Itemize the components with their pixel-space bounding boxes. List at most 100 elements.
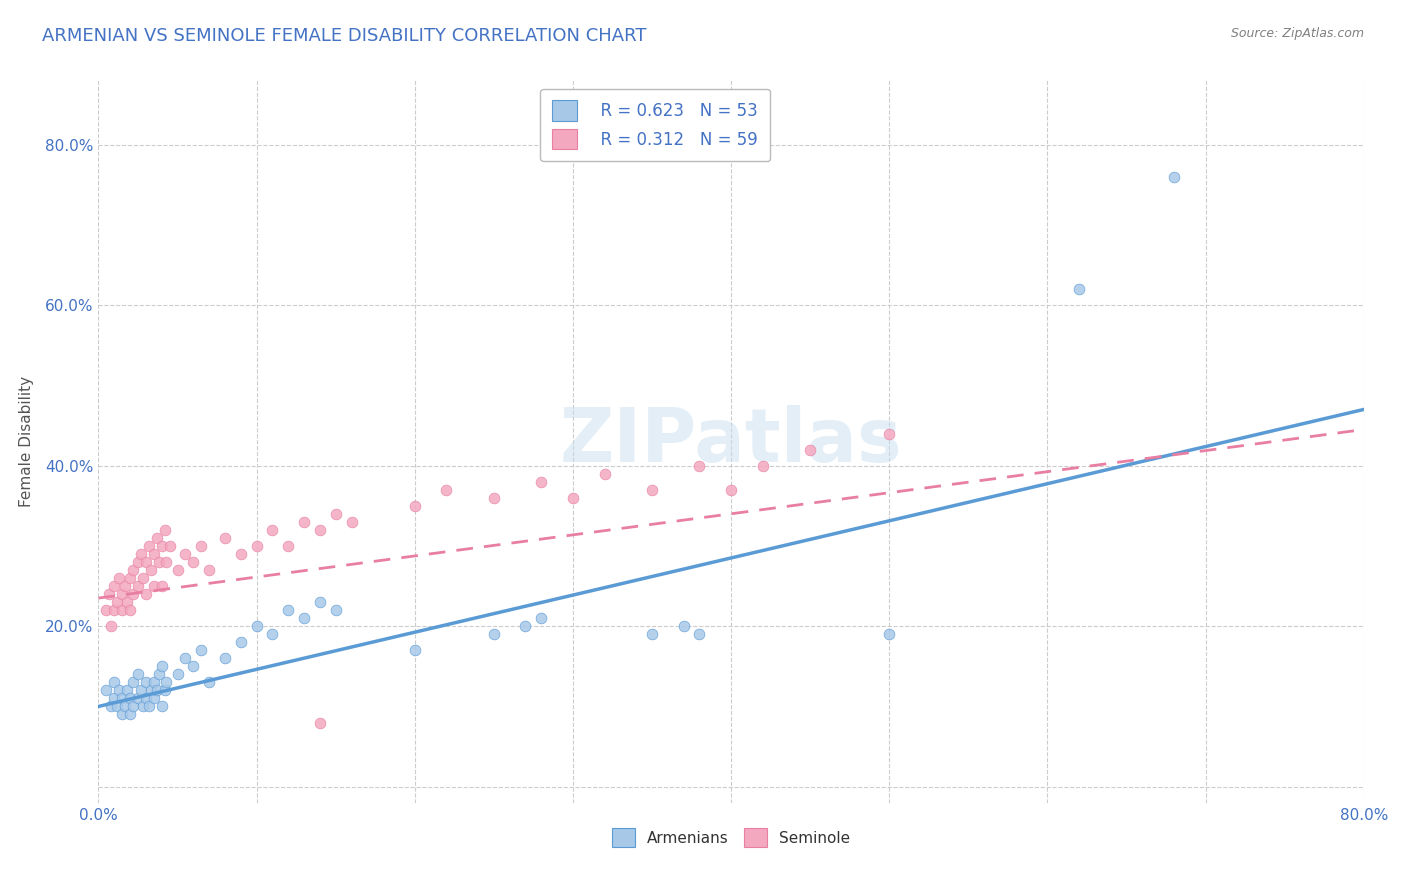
Point xyxy=(146,683,169,698)
Point xyxy=(111,587,134,601)
Point xyxy=(115,595,138,609)
Point xyxy=(340,515,363,529)
Point xyxy=(246,619,269,633)
Point xyxy=(129,683,152,698)
Point xyxy=(672,619,695,633)
Point xyxy=(190,539,212,553)
Point xyxy=(108,683,131,698)
Point xyxy=(103,579,125,593)
Point xyxy=(96,683,118,698)
Point xyxy=(262,627,284,641)
Point xyxy=(198,563,221,577)
Point xyxy=(142,547,165,561)
Point xyxy=(100,619,122,633)
Point xyxy=(142,691,165,706)
Point xyxy=(799,442,821,457)
Point xyxy=(292,611,315,625)
Point xyxy=(139,563,162,577)
Point xyxy=(100,699,122,714)
Point xyxy=(122,699,145,714)
Point xyxy=(146,531,169,545)
Y-axis label: Female Disability: Female Disability xyxy=(18,376,34,508)
Point xyxy=(135,587,157,601)
Point xyxy=(1163,169,1185,184)
Point xyxy=(159,539,181,553)
Point xyxy=(404,499,426,513)
Point xyxy=(688,627,710,641)
Point xyxy=(166,563,188,577)
Point xyxy=(277,539,299,553)
Text: ARMENIAN VS SEMINOLE FEMALE DISABILITY CORRELATION CHART: ARMENIAN VS SEMINOLE FEMALE DISABILITY C… xyxy=(42,27,647,45)
Point xyxy=(404,643,426,657)
Point xyxy=(214,651,236,665)
Point xyxy=(155,675,177,690)
Point xyxy=(135,555,157,569)
Point xyxy=(641,483,664,497)
Point xyxy=(111,691,134,706)
Point xyxy=(688,458,710,473)
Point xyxy=(120,707,141,722)
Point xyxy=(122,587,145,601)
Point xyxy=(561,491,585,505)
Point xyxy=(515,619,537,633)
Point xyxy=(153,523,176,537)
Point xyxy=(190,643,212,657)
Point xyxy=(877,426,900,441)
Point xyxy=(120,571,141,585)
Point xyxy=(198,675,221,690)
Point xyxy=(127,555,149,569)
Point xyxy=(150,699,173,714)
Point xyxy=(593,467,616,481)
Point xyxy=(132,571,155,585)
Point xyxy=(325,603,347,617)
Text: ZIPatlas: ZIPatlas xyxy=(560,405,903,478)
Point xyxy=(107,595,129,609)
Point xyxy=(107,699,129,714)
Text: Source: ZipAtlas.com: Source: ZipAtlas.com xyxy=(1230,27,1364,40)
Point xyxy=(138,539,160,553)
Point xyxy=(114,699,136,714)
Point xyxy=(720,483,742,497)
Point xyxy=(482,627,505,641)
Point xyxy=(1067,282,1090,296)
Point xyxy=(132,699,155,714)
Point xyxy=(214,531,236,545)
Point xyxy=(166,667,188,681)
Point xyxy=(135,675,157,690)
Point xyxy=(229,635,252,649)
Point xyxy=(127,579,149,593)
Point xyxy=(120,691,141,706)
Point xyxy=(127,667,149,681)
Point xyxy=(138,699,160,714)
Point xyxy=(482,491,505,505)
Point xyxy=(174,651,197,665)
Point xyxy=(530,611,553,625)
Point xyxy=(114,579,136,593)
Point xyxy=(142,675,165,690)
Point xyxy=(277,603,299,617)
Point xyxy=(153,683,176,698)
Point xyxy=(229,547,252,561)
Point xyxy=(174,547,197,561)
Point xyxy=(96,603,118,617)
Point xyxy=(150,579,173,593)
Point xyxy=(127,691,149,706)
Point xyxy=(325,507,347,521)
Point xyxy=(292,515,315,529)
Point xyxy=(135,691,157,706)
Point xyxy=(103,691,125,706)
Point xyxy=(246,539,269,553)
Point xyxy=(262,523,284,537)
Point xyxy=(150,539,173,553)
Point xyxy=(139,683,162,698)
Point xyxy=(98,587,121,601)
Point xyxy=(641,627,664,641)
Point xyxy=(103,603,125,617)
Point xyxy=(530,475,553,489)
Point xyxy=(122,675,145,690)
Legend: Armenians, Seminole: Armenians, Seminole xyxy=(606,822,856,853)
Point xyxy=(115,683,138,698)
Point xyxy=(150,659,173,673)
Point xyxy=(148,667,170,681)
Point xyxy=(183,659,205,673)
